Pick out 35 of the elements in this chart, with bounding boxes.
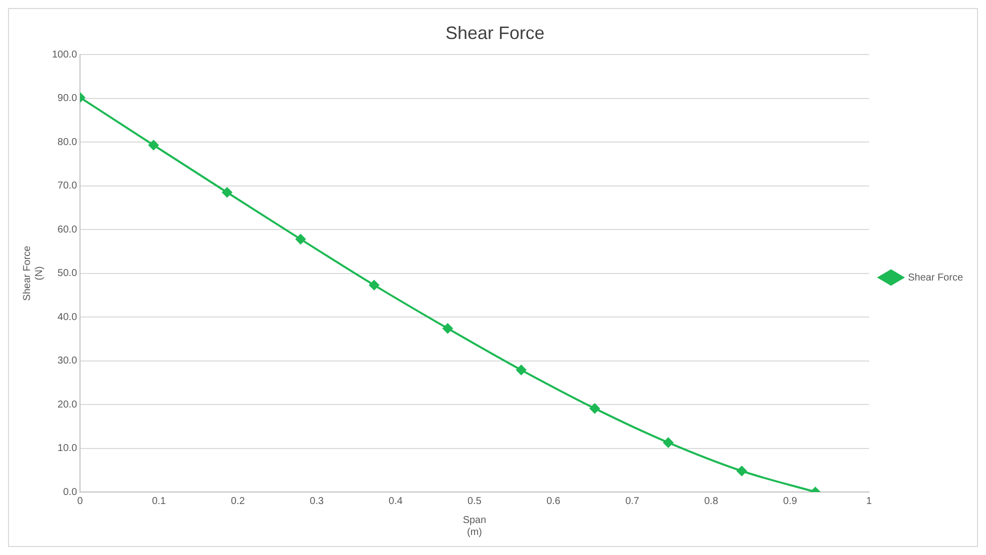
y-tick-label: 10.0 [58,443,78,454]
y-tick-label: 70.0 [58,180,78,192]
x-tick-label: 0.6 [546,496,561,507]
x-tick-label: 0.9 [783,496,798,507]
x-tick-label: 1 [866,496,872,507]
legend-label: Shear Force [908,272,964,284]
point [442,323,453,334]
x-tick-label: 0.7 [625,496,640,507]
y-tick-label: 0.0 [63,486,78,498]
point [663,438,674,448]
y-axis-title: Shear Force (N) [22,245,45,301]
point [148,140,159,150]
point [516,364,526,375]
y-tick-label: 60.0 [58,224,78,236]
point [296,234,306,244]
x-tick-label: 0.3 [310,496,324,507]
x-tick-label: 0.4 [388,496,403,507]
point [222,187,232,198]
x-tick-label: 0.8 [704,496,719,507]
chart-title: Shear Force [445,22,545,43]
point [736,466,747,476]
y-tick-label: 50.0 [58,268,78,280]
x-tick-label: 0.2 [230,496,246,507]
y-tick-label: 30.0 [58,356,78,367]
x-tick-label: 0 [77,496,84,507]
x-tick-label: 0.1 [152,496,166,507]
point [590,403,600,414]
y-tick-label: 80.0 [58,136,78,148]
x-tick-label: 0.5 [468,496,482,507]
y-tick-label: 40.0 [58,312,78,323]
y-tick-label: 90.0 [58,93,78,104]
y-tick-label: 20.0 [58,399,78,410]
point [369,280,380,290]
y-tick-label: 100.0 [52,49,78,60]
x-axis-title: Span (m) [462,514,486,538]
